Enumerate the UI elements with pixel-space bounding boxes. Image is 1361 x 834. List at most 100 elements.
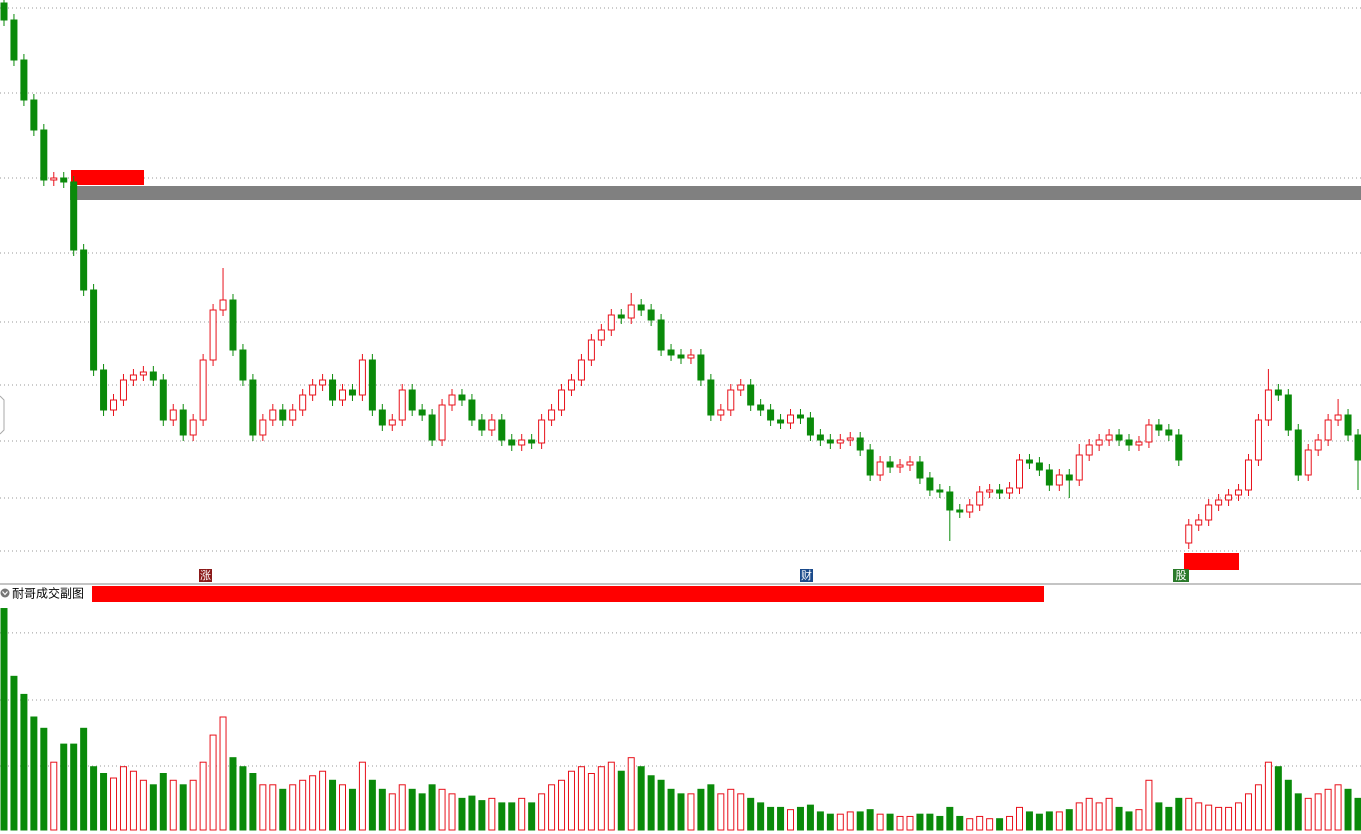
candle-body bbox=[488, 419, 496, 431]
candle-body bbox=[149, 371, 157, 381]
event-label: 财 bbox=[801, 568, 812, 582]
volume-bar bbox=[1215, 806, 1223, 831]
volume-bar bbox=[468, 795, 476, 831]
candle-body bbox=[498, 419, 506, 441]
volume-bar bbox=[418, 793, 426, 831]
volume-bar bbox=[876, 813, 884, 831]
volume-bar bbox=[727, 788, 735, 831]
volume-bar bbox=[1254, 784, 1262, 831]
candle-body bbox=[767, 409, 775, 421]
volume-bar bbox=[1035, 813, 1043, 831]
volume-bar bbox=[319, 770, 327, 831]
candle-body bbox=[727, 389, 735, 411]
candle-body bbox=[1035, 462, 1043, 471]
volume-bar bbox=[289, 784, 297, 831]
candle-body bbox=[1274, 389, 1282, 396]
indicator-bar bbox=[92, 586, 1044, 602]
volume-bar bbox=[358, 761, 366, 831]
volume-bar bbox=[1185, 797, 1193, 831]
candle-body bbox=[100, 369, 108, 411]
candle-body bbox=[976, 491, 984, 506]
candle-body bbox=[50, 177, 58, 181]
grid bbox=[0, 7, 1361, 767]
candle-body bbox=[428, 414, 436, 441]
candle-body bbox=[398, 389, 406, 421]
candle-body bbox=[70, 181, 78, 251]
volume-bar bbox=[239, 766, 247, 831]
candle-body bbox=[1354, 434, 1361, 461]
candle-body bbox=[747, 384, 755, 406]
candle-body bbox=[707, 379, 715, 416]
volume-bar bbox=[1344, 788, 1352, 831]
volume-bar bbox=[1095, 802, 1103, 831]
volume-bar bbox=[209, 734, 217, 831]
candle-body bbox=[697, 354, 705, 381]
candle-body bbox=[329, 379, 337, 401]
volume-bar bbox=[90, 766, 98, 831]
candle-body bbox=[528, 439, 536, 444]
candle-body bbox=[926, 477, 934, 491]
candle-body bbox=[637, 304, 645, 311]
volume-bar bbox=[747, 797, 755, 831]
candle-body bbox=[1235, 489, 1243, 496]
candle-body bbox=[299, 394, 307, 411]
candle-body bbox=[946, 491, 954, 511]
candle-body bbox=[189, 419, 197, 436]
volume-bar bbox=[1264, 761, 1272, 831]
candle-body bbox=[1155, 424, 1163, 431]
volume-bar bbox=[110, 777, 118, 831]
volume-bar bbox=[886, 813, 894, 831]
volume-bar bbox=[1065, 809, 1073, 831]
candle-body bbox=[996, 489, 1004, 494]
volume-bar bbox=[1006, 815, 1014, 831]
collapse-icon[interactable] bbox=[0, 588, 10, 598]
volume-bar bbox=[458, 797, 466, 831]
volume-bar bbox=[677, 793, 685, 831]
volume-bar bbox=[1045, 811, 1053, 831]
volume-bar bbox=[866, 809, 874, 831]
candle-body bbox=[1095, 439, 1103, 446]
volume-bar bbox=[488, 797, 496, 831]
event-badge bbox=[199, 569, 212, 582]
volume-bar bbox=[1025, 811, 1033, 831]
candle-body bbox=[468, 399, 476, 421]
volume-bar bbox=[1274, 766, 1282, 831]
volume-bar bbox=[548, 784, 556, 831]
candle-body bbox=[1175, 434, 1183, 461]
volume-bar bbox=[906, 815, 914, 831]
candle-body bbox=[1284, 394, 1292, 431]
candle-body bbox=[458, 394, 466, 401]
candle-body bbox=[388, 419, 396, 426]
candle-body bbox=[657, 319, 665, 351]
candle-body bbox=[1304, 449, 1312, 476]
candle-body bbox=[787, 414, 795, 424]
candle-body bbox=[587, 339, 595, 361]
volume-bar bbox=[10, 675, 18, 831]
volume-bars bbox=[0, 608, 1361, 831]
volume-bar bbox=[1055, 811, 1063, 831]
volume-bar bbox=[846, 811, 854, 831]
volume-bar bbox=[1105, 797, 1113, 831]
candle-body bbox=[1334, 414, 1342, 421]
volume-bar bbox=[508, 802, 516, 831]
volume-bar bbox=[647, 775, 655, 831]
candle-body bbox=[110, 399, 118, 411]
candle-body bbox=[667, 349, 675, 356]
candle-body bbox=[1264, 389, 1272, 421]
volume-bar bbox=[119, 766, 127, 831]
candle-body bbox=[40, 129, 48, 181]
volume-bar bbox=[946, 806, 954, 831]
volume-bar bbox=[1334, 784, 1342, 831]
candle-body bbox=[1016, 459, 1023, 489]
volume-bar bbox=[129, 770, 137, 831]
volume-bar bbox=[70, 743, 78, 831]
candle-body bbox=[0, 2, 8, 21]
volume-bar bbox=[796, 806, 804, 831]
volume-bar bbox=[966, 818, 974, 831]
side-handle[interactable] bbox=[0, 395, 5, 435]
candle-body bbox=[1125, 439, 1133, 446]
marker-box bbox=[1184, 553, 1239, 570]
price-band bbox=[70, 186, 1361, 200]
marker-box bbox=[71, 170, 144, 185]
candle-body bbox=[119, 379, 127, 401]
